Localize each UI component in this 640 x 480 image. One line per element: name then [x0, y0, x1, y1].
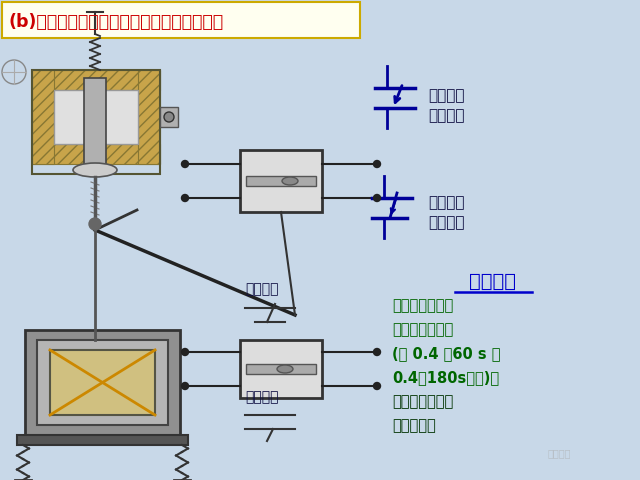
Bar: [138, 70, 160, 164]
Text: (有 0.4 ～60 s 和: (有 0.4 ～60 s 和: [392, 346, 500, 361]
Bar: [240, 340, 322, 398]
Circle shape: [374, 194, 381, 202]
Text: 常开触点: 常开触点: [245, 282, 278, 296]
Bar: [32, 70, 54, 164]
Bar: [25, 330, 180, 435]
Text: 器的延时范围大: 器的延时范围大: [392, 322, 453, 337]
Bar: [37, 340, 168, 425]
Text: 常闭触点
延时闭合: 常闭触点 延时闭合: [428, 88, 465, 123]
Ellipse shape: [164, 112, 174, 122]
Text: 工作原理: 工作原理: [468, 272, 515, 291]
Bar: [32, 70, 160, 90]
Bar: [17, 435, 188, 445]
Circle shape: [374, 383, 381, 389]
Bar: [32, 70, 160, 174]
Text: 确度较低。: 确度较低。: [392, 418, 436, 433]
Text: 0.4～180s两种)。: 0.4～180s两种)。: [392, 370, 499, 385]
Bar: [246, 176, 316, 186]
Circle shape: [89, 218, 101, 230]
Text: 常开触点
延时断开: 常开触点 延时断开: [428, 195, 465, 230]
Circle shape: [374, 160, 381, 168]
Text: 电工之家: 电工之家: [548, 448, 572, 458]
Ellipse shape: [73, 163, 117, 177]
Bar: [2, 2, 360, 38]
Text: 结构简单，但准: 结构简单，但准: [392, 394, 453, 409]
Circle shape: [182, 383, 189, 389]
Bar: [240, 150, 322, 212]
Ellipse shape: [277, 365, 293, 373]
Circle shape: [374, 348, 381, 356]
Bar: [138, 70, 160, 164]
Circle shape: [182, 160, 189, 168]
Bar: [32, 70, 160, 90]
Bar: [50, 350, 155, 415]
Text: 空气式时间继电: 空气式时间继电: [392, 298, 453, 313]
Bar: [54, 90, 138, 144]
Ellipse shape: [282, 177, 298, 185]
Bar: [160, 107, 178, 127]
Bar: [32, 70, 54, 164]
Bar: [246, 364, 316, 374]
Bar: [84, 78, 106, 164]
Bar: [32, 144, 160, 164]
Text: 常闭触点: 常闭触点: [245, 390, 278, 404]
Text: (b)断电延时的空气式时间继电器结构示意图: (b)断电延时的空气式时间继电器结构示意图: [8, 13, 223, 31]
Circle shape: [182, 348, 189, 356]
Circle shape: [182, 194, 189, 202]
Bar: [32, 144, 160, 164]
